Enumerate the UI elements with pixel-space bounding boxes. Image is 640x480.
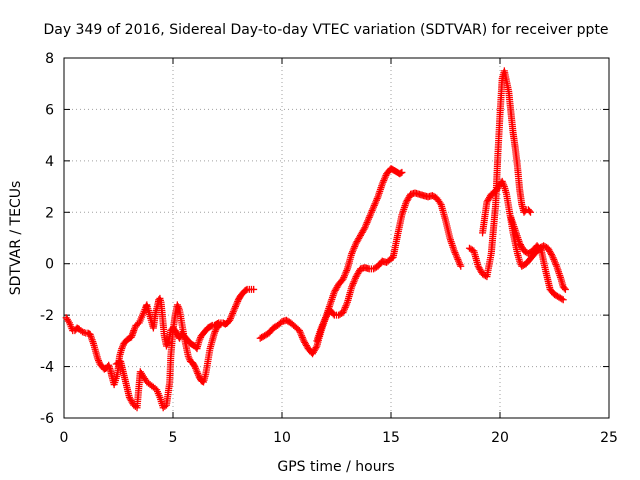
data-point <box>558 295 566 303</box>
plot-frame <box>63 57 610 419</box>
x-tick-label: 10 <box>273 430 291 446</box>
y-tick-label: 8 <box>45 51 54 67</box>
y-tick-label: 0 <box>45 257 54 273</box>
data-point <box>436 199 444 207</box>
data-point <box>559 296 567 304</box>
axis-ticks: 0 5 10 15 20 25 -6 -4 -2 0 2 4 6 8 <box>40 51 618 446</box>
y-tick-label: -4 <box>40 360 54 376</box>
data-point <box>250 285 258 293</box>
data-point <box>398 168 406 176</box>
data-point <box>360 225 368 233</box>
data-point <box>525 207 533 215</box>
data-point <box>547 250 555 258</box>
y-tick-label: 2 <box>45 205 54 221</box>
x-tick-label: 5 <box>169 430 178 446</box>
grid-lines <box>64 58 609 418</box>
data-point <box>457 262 465 270</box>
data-point <box>561 285 569 293</box>
data-point <box>527 208 535 216</box>
x-tick-label: 20 <box>491 430 509 446</box>
x-tick-label: 0 <box>60 430 69 446</box>
x-tick-label: 25 <box>600 430 618 446</box>
data-point <box>329 310 337 318</box>
y-axis-label: SDTVAR / TECUs <box>8 181 24 296</box>
data-point <box>536 246 544 254</box>
data-point <box>312 344 320 352</box>
data-point <box>560 284 568 292</box>
x-axis-label: GPS time / hours <box>277 459 394 475</box>
y-tick-label: -6 <box>40 411 54 427</box>
y-tick-label: -2 <box>40 308 54 324</box>
data-points <box>62 67 569 412</box>
chart-title: Day 349 of 2016, Sidereal Day-to-day VTE… <box>43 22 608 38</box>
y-tick-label: 4 <box>45 154 54 170</box>
data-point <box>217 320 225 328</box>
data-point <box>190 361 198 369</box>
y-tick-label: 6 <box>45 102 54 118</box>
x-tick-label: 15 <box>382 430 400 446</box>
